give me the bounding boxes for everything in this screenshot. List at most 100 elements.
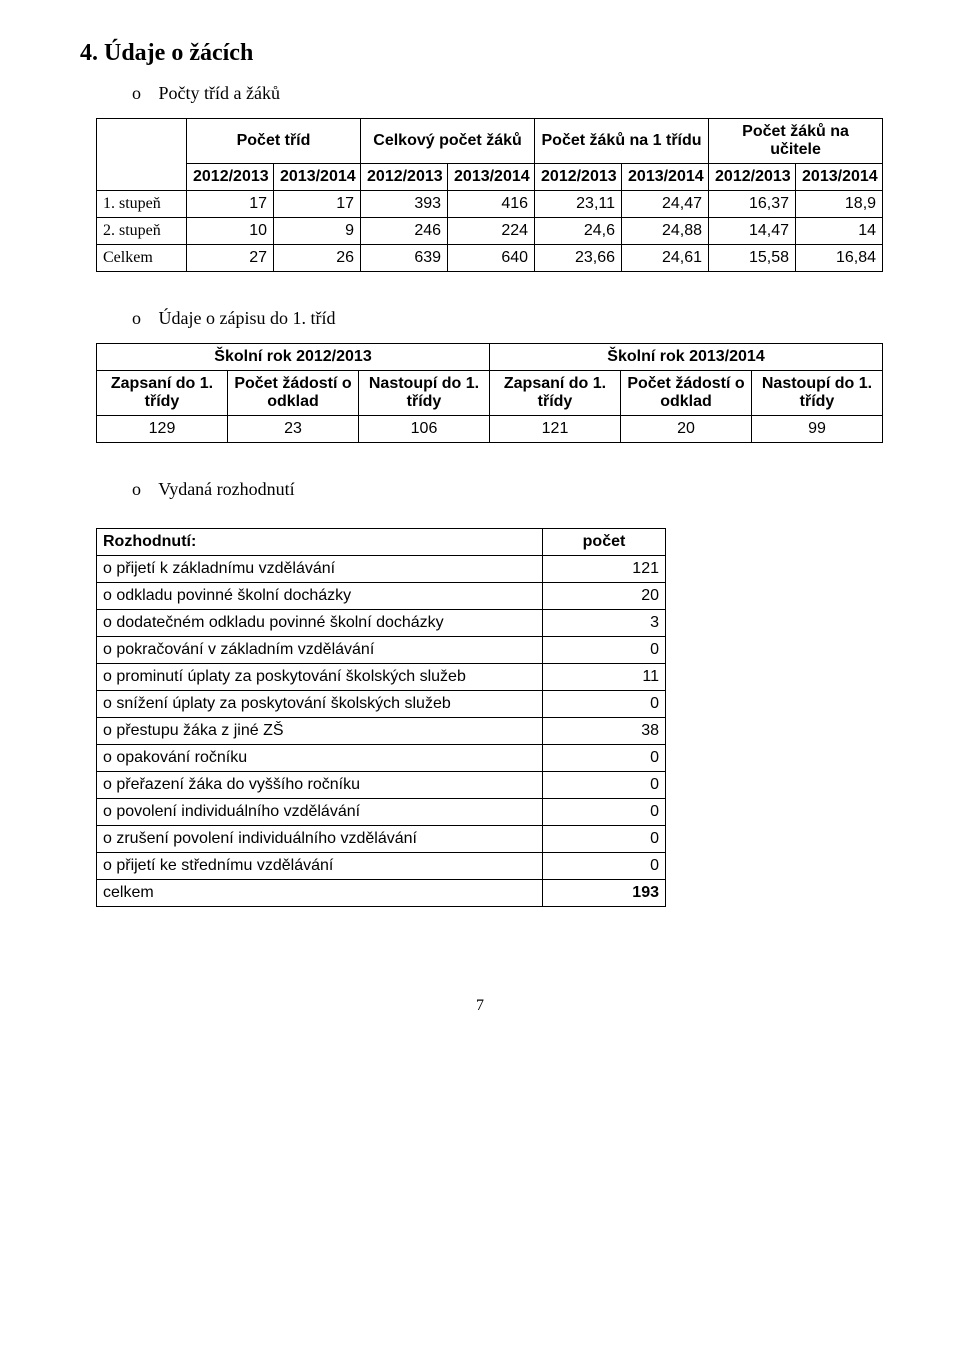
table-decisions: Rozhodnutí: počet o přijetí k základnímu… [96,528,666,907]
table-row: 129 23 106 121 20 99 [97,416,883,443]
bullet-circle-icon: o [132,308,154,329]
table-row: Rozhodnutí: počet [97,529,666,556]
year-header: 2013/2014 [274,164,361,191]
cell: 24,6 [535,218,622,245]
year-header: Školní rok 2012/2013 [97,344,490,371]
row-label: o povolení individuálního vzdělávání [97,799,543,826]
cell: 0 [543,853,666,880]
cell: 24,47 [622,191,709,218]
cell: 393 [361,191,448,218]
cell: 23,11 [535,191,622,218]
cell: 639 [361,245,448,272]
row-label: o dodatečném odkladu povinné školní doch… [97,610,543,637]
row-label: Celkem [97,245,187,272]
cell: 121 [543,556,666,583]
row-label: o přijetí k základnímu vzdělávání [97,556,543,583]
table-row: o odkladu povinné školní docházky20 [97,583,666,610]
cell: 11 [543,664,666,691]
table-row: o zrušení povolení individuálního vzdělá… [97,826,666,853]
table-row: Počet tříd Celkový počet žáků Počet žáků… [97,119,883,164]
year-header: 2013/2014 [448,164,535,191]
year-header: 2012/2013 [361,164,448,191]
bullet-circle-icon: o [132,479,154,500]
table-row: o přijetí k základnímu vzdělávání121 [97,556,666,583]
cell: 3 [543,610,666,637]
bullet-2-text: Údaje o zápisu do 1. tříd [159,308,336,328]
table-row: o přestupu žáka z jiné ZŠ38 [97,718,666,745]
bullet-1-text: Počty tříd a žáků [159,83,280,103]
table-row: o povolení individuálního vzdělávání0 [97,799,666,826]
bullet-3-text: Vydaná rozhodnutí [158,479,294,499]
cell: 99 [752,416,883,443]
cell: 26 [274,245,361,272]
bullet-2: o Údaje o zápisu do 1. tříd [132,308,880,329]
cell: 416 [448,191,535,218]
cell: 20 [621,416,752,443]
cell: 24,88 [622,218,709,245]
table-row: o dodatečném odkladu povinné školní doch… [97,610,666,637]
table-row: Celkem 27 26 639 640 23,66 24,61 15,58 1… [97,245,883,272]
year-header: 2013/2014 [622,164,709,191]
table-row: o přeřazení žáka do vyššího ročníku0 [97,772,666,799]
page-number: 7 [80,997,880,1015]
table-row: 2. stupeň 10 9 246 224 24,6 24,88 14,47 … [97,218,883,245]
table-row: Zapsaní do 1. třídy Počet žádostí o odkl… [97,371,883,416]
bullet-3: o Vydaná rozhodnutí [132,479,880,500]
cell: 23,66 [535,245,622,272]
table-enrollment: Školní rok 2012/2013 Školní rok 2013/201… [96,343,883,443]
cell: 0 [543,637,666,664]
row-label: o zrušení povolení individuálního vzdělá… [97,826,543,853]
year-header: 2012/2013 [535,164,622,191]
row-label: 2. stupeň [97,218,187,245]
row-label: o odkladu povinné školní docházky [97,583,543,610]
cell: 17 [187,191,274,218]
year-header: 2012/2013 [187,164,274,191]
cell: 0 [543,745,666,772]
cell: 10 [187,218,274,245]
cell: 27 [187,245,274,272]
table-row: Školní rok 2012/2013 Školní rok 2013/201… [97,344,883,371]
row-label: o přestupu žáka z jiné ZŠ [97,718,543,745]
col-header: Rozhodnutí: [97,529,543,556]
table-corner [97,119,187,191]
cell: 0 [543,772,666,799]
cell: 23 [228,416,359,443]
row-label: o prominutí úplaty za poskytování školsk… [97,664,543,691]
year-header: 2012/2013 [709,164,796,191]
cell: 0 [543,691,666,718]
cell: 121 [490,416,621,443]
row-label: o snížení úplaty za poskytování školskýc… [97,691,543,718]
cell: 16,84 [796,245,883,272]
cell: 9 [274,218,361,245]
col-header: Zapsaní do 1. třídy [97,371,228,416]
bullet-circle-icon: o [132,83,154,104]
cell: 246 [361,218,448,245]
table-row: o opakování ročníku0 [97,745,666,772]
cell: 0 [543,799,666,826]
cell: 106 [359,416,490,443]
table-row: o přijetí ke střednímu vzdělávání0 [97,853,666,880]
cell: 14,47 [709,218,796,245]
col-header: počet [543,529,666,556]
col-header: Počet žáků na učitele [709,119,883,164]
year-header: 2013/2014 [796,164,883,191]
cell: 18,9 [796,191,883,218]
col-header: Nastoupí do 1. třídy [359,371,490,416]
cell: 38 [543,718,666,745]
page: 4. Údaje o žácích o Počty tříd a žáků Po… [0,0,960,1055]
col-header: Zapsaní do 1. třídy [490,371,621,416]
table-class-counts: Počet tříd Celkový počet žáků Počet žáků… [96,118,883,272]
cell: 16,37 [709,191,796,218]
cell-total: 193 [543,880,666,907]
cell: 129 [97,416,228,443]
row-label-total: celkem [97,880,543,907]
cell: 17 [274,191,361,218]
row-label: o pokračování v základním vzdělávání [97,637,543,664]
table-row: 1. stupeň 17 17 393 416 23,11 24,47 16,3… [97,191,883,218]
cell: 14 [796,218,883,245]
section-heading: 4. Údaje o žácích [80,40,880,67]
col-header: Počet žádostí o odklad [228,371,359,416]
row-label: o přijetí ke střednímu vzdělávání [97,853,543,880]
col-header: Nastoupí do 1. třídy [752,371,883,416]
cell: 224 [448,218,535,245]
